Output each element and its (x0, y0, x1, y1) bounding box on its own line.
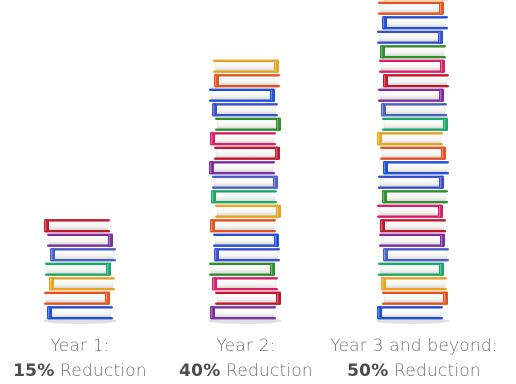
book (380, 45, 446, 59)
book (213, 233, 279, 247)
book (379, 59, 445, 73)
reduction-label: 50% Reduction (314, 363, 514, 380)
book (211, 190, 277, 204)
period-label: Year 1: (50, 336, 110, 356)
book (382, 291, 448, 305)
book (45, 262, 111, 276)
reduction-label: 40% Reduction (146, 363, 346, 380)
book (215, 204, 281, 218)
period-label: Year 2: (216, 336, 276, 356)
stack-shadow (376, 318, 450, 324)
book (377, 132, 443, 146)
book (379, 233, 445, 247)
reduction-word: Reduction (226, 361, 313, 381)
book (383, 74, 449, 88)
book (212, 103, 278, 117)
reduction-word: Reduction (60, 361, 147, 381)
book-stack (376, 0, 450, 324)
stack-shadow (208, 318, 282, 324)
book (44, 219, 110, 233)
book (209, 262, 275, 276)
book (214, 146, 280, 160)
book (380, 219, 446, 233)
book (382, 190, 448, 204)
book (214, 74, 280, 88)
book (377, 30, 443, 44)
book (377, 306, 443, 320)
book (378, 262, 444, 276)
book (209, 88, 275, 102)
percent-value: 15% (13, 361, 55, 381)
reduction-label: 15% Reduction (0, 363, 180, 380)
book (378, 88, 444, 102)
book (377, 204, 443, 218)
book (383, 161, 449, 175)
period-label: Year 3 and beyond: (330, 336, 498, 356)
book (47, 233, 113, 247)
caption-year-2: Year 2: 40% Reduction (146, 338, 346, 380)
book-stack (208, 59, 282, 324)
book (210, 132, 276, 146)
book (50, 248, 116, 262)
caption-year-1: Year 1: 15% Reduction (0, 338, 180, 380)
book (383, 248, 449, 262)
book (210, 219, 276, 233)
percent-value: 50% (347, 361, 389, 381)
book (215, 291, 281, 305)
book (214, 248, 280, 262)
book (378, 175, 444, 189)
book (380, 146, 446, 160)
book (381, 277, 447, 291)
book (49, 277, 115, 291)
book (47, 306, 113, 320)
book-stack (43, 219, 117, 324)
book (210, 306, 276, 320)
stack-shadow (43, 318, 117, 324)
caption-year-3-and-beyond: Year 3 and beyond: 50% Reduction (314, 338, 514, 380)
book (213, 59, 279, 73)
book (382, 117, 448, 131)
book (44, 291, 110, 305)
percent-value: 40% (179, 361, 221, 381)
book (212, 175, 278, 189)
book (209, 161, 275, 175)
book (212, 277, 278, 291)
book (215, 117, 281, 131)
reduction-word: Reduction (394, 361, 481, 381)
book (381, 103, 447, 117)
book (382, 16, 448, 30)
book (378, 1, 444, 15)
